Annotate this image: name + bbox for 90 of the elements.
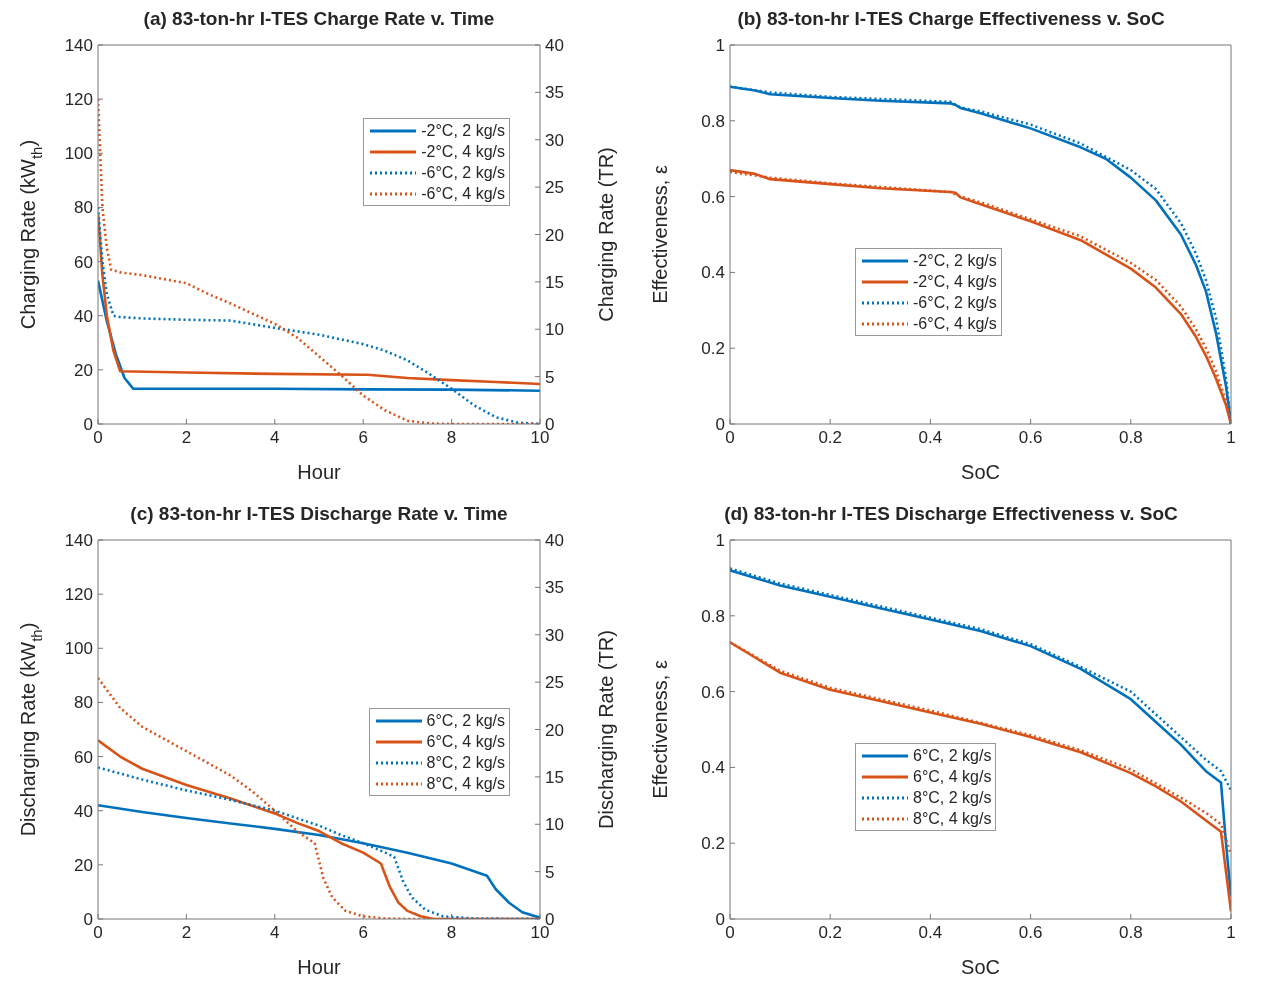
y-tick-label: 40 [74, 801, 93, 821]
y-tick-label: 40 [74, 306, 93, 326]
y2-tick-label: 35 [545, 578, 564, 598]
x-tick-label: 0.4 [918, 923, 943, 943]
x-tick-label: 0.2 [818, 923, 843, 943]
chart-title: (a) 83-ton-hr I-TES Charge Rate v. Time [142, 8, 496, 31]
x-axis-title: SoC [961, 461, 1000, 483]
y2-axis-title: Discharging Rate (TR) [595, 630, 618, 829]
y-tick-label: 60 [74, 747, 93, 767]
y2-tick-label: 30 [545, 130, 564, 150]
legend-label: 6°C, 2 kg/s [426, 711, 505, 731]
chart-title: (c) 83-ton-hr I-TES Discharge Rate v. Time [129, 503, 509, 526]
y-tick-label: 80 [74, 693, 93, 713]
y-tick-label: 0.6 [701, 682, 725, 702]
y-tick-label: 100 [64, 144, 93, 164]
legend-label: -2°C, 2 kg/s [421, 121, 505, 141]
x-tick-label: 0.4 [918, 428, 943, 448]
legend-label: -6°C, 2 kg/s [421, 163, 505, 183]
y2-tick-label: 10 [545, 815, 564, 835]
x-tick-label: 6 [358, 923, 368, 943]
y-tick-label: 0 [715, 415, 725, 435]
y2-tick-label: 5 [545, 367, 555, 387]
y2-tick-label: 25 [545, 178, 564, 198]
x-axis-title: SoC [961, 956, 1000, 978]
y-tick-label: 120 [64, 585, 93, 605]
y-tick-label: 0 [715, 910, 725, 930]
x-tick-label: 0.2 [818, 428, 843, 448]
y2-tick-label: 5 [545, 862, 555, 882]
legend-label: 8°C, 2 kg/s [426, 753, 505, 773]
y-tick-label: 0.4 [701, 263, 725, 283]
y-axis-title: Effectiveness, ε [649, 660, 672, 799]
y-tick-label: 0.8 [701, 606, 725, 626]
legend-label: 6°C, 2 kg/s [913, 746, 992, 766]
y2-tick-label: 20 [545, 720, 564, 740]
y2-tick-label: 15 [545, 272, 564, 292]
legend-label: 8°C, 4 kg/s [426, 774, 505, 794]
y-axis-title: Effectiveness, ε [649, 165, 672, 304]
y-tick-label: 0.6 [701, 187, 725, 207]
y-tick-label: 0.2 [701, 339, 725, 359]
chart-title: (b) 83-ton-hr I-TES Charge Effectiveness v. SoC [736, 8, 1166, 31]
x-tick-label: 2 [181, 428, 192, 448]
y-tick-label: 20 [74, 360, 93, 380]
y-tick-label: 140 [64, 531, 93, 551]
x-axis-title: Hour [297, 461, 342, 483]
legend-label: -2°C, 4 kg/s [913, 272, 997, 292]
y2-axis-title: Charging Rate (TR) [595, 147, 618, 322]
x-tick-label: 0.6 [1018, 428, 1043, 448]
y-tick-label: 120 [64, 90, 93, 110]
y2-tick-label: 15 [545, 767, 564, 787]
x-tick-label: 1 [1226, 428, 1236, 448]
y-tick-label: 0.2 [701, 834, 725, 854]
x-axis-title: Hour [297, 956, 342, 978]
x-tick-label: 0.6 [1018, 923, 1043, 943]
y2-tick-label: 30 [545, 625, 564, 645]
x-tick-label: 4 [270, 428, 280, 448]
legend-label: -2°C, 2 kg/s [913, 251, 997, 271]
y-tick-label: 0 [83, 910, 93, 930]
chart-title: (d) 83-ton-hr I-TES Discharge Effectiveness v. SoC [723, 503, 1179, 526]
y2-tick-label: 35 [545, 83, 564, 103]
x-tick-label: 2 [181, 923, 192, 943]
y-tick-label: 140 [64, 36, 93, 56]
legend-label: -2°C, 4 kg/s [421, 142, 505, 162]
y2-tick-label: 20 [545, 225, 564, 245]
y-tick-label: 20 [74, 855, 93, 875]
y-tick-label: 1 [715, 531, 725, 551]
y-tick-label: 100 [64, 639, 93, 659]
y-tick-label: 80 [74, 198, 93, 218]
x-tick-label: 4 [270, 923, 280, 943]
y-tick-label: 1 [715, 36, 725, 56]
y2-tick-label: 10 [545, 320, 564, 340]
y-tick-label: 0 [83, 415, 93, 435]
legend-label: -6°C, 4 kg/s [913, 314, 997, 334]
y-tick-label: 0.8 [701, 111, 725, 131]
x-tick-label: 1 [1226, 923, 1236, 943]
legend-label: 8°C, 2 kg/s [913, 788, 992, 808]
y2-tick-label: 40 [545, 531, 564, 551]
y-tick-label: 0.4 [701, 758, 725, 778]
legend-label: 6°C, 4 kg/s [913, 767, 992, 787]
x-tick-label: 8 [446, 923, 457, 943]
legend-label: -6°C, 4 kg/s [421, 184, 505, 204]
y2-tick-label: 25 [545, 673, 564, 693]
legend-label: -6°C, 2 kg/s [913, 293, 997, 313]
legend-label: 8°C, 4 kg/s [913, 809, 992, 829]
x-tick-label: 6 [358, 428, 368, 448]
y2-tick-label: 40 [545, 36, 564, 56]
x-tick-label: 0.8 [1118, 923, 1143, 943]
y-tick-label: 60 [74, 252, 93, 272]
x-tick-label: 0.8 [1118, 428, 1143, 448]
x-tick-label: 8 [446, 428, 457, 448]
legend-label: 6°C, 4 kg/s [426, 732, 505, 752]
